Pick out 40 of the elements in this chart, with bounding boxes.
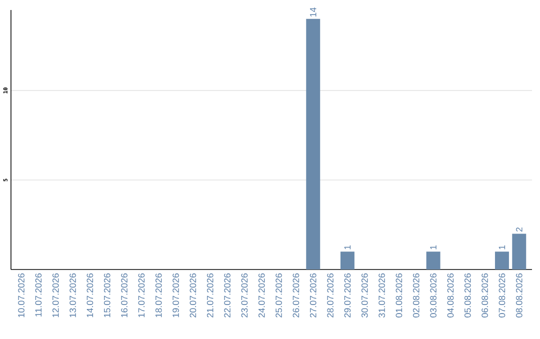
x-tick-label: 17.07.2026 xyxy=(138,273,145,317)
data-label: 14 xyxy=(310,7,316,16)
bar xyxy=(306,18,320,270)
x-tick-label: 03.08.2026 xyxy=(430,273,436,318)
x-tick-label: 14.07.2026 xyxy=(86,273,94,317)
x-tick-label: 28.07.2026 xyxy=(327,273,334,318)
x-tick-label: 29.07.2026 xyxy=(344,273,351,318)
x-tick-label: 05.08.2026 xyxy=(464,273,471,318)
bar xyxy=(512,234,526,270)
x-tick-label: 18.07.2026 xyxy=(155,273,162,317)
data-label: 2 xyxy=(516,227,522,232)
x-tick-label: 19.07.2026 xyxy=(172,273,179,317)
x-tick-label: 06.08.2026 xyxy=(482,273,488,318)
bar xyxy=(426,251,440,270)
x-tick-label: 07.08.2026 xyxy=(498,273,506,318)
x-tick-label: 21.07.2026 xyxy=(206,273,214,318)
data-label: 1 xyxy=(344,245,351,250)
x-tick-label: 31.07.2026 xyxy=(378,273,385,318)
x-tick-label: 13.07.2026 xyxy=(70,273,76,317)
bar xyxy=(494,251,509,270)
x-tick-label: 30.07.2026 xyxy=(361,273,368,318)
x-tick-label: 25.07.2026 xyxy=(276,273,282,318)
x-tick-label: 10.07.2026 xyxy=(18,273,24,317)
x-tick-label: 01.08.2026 xyxy=(396,273,402,318)
x-tick-label: 24.07.2026 xyxy=(258,273,265,318)
x-tick-label: 08.08.2026 xyxy=(516,273,522,318)
x-tick-label: 16.07.2026 xyxy=(121,273,128,317)
x-tick-label: 23.07.2026 xyxy=(241,273,248,318)
data-label: 1 xyxy=(498,245,506,250)
x-tick-label: 20.07.2026 xyxy=(190,273,196,318)
x-tick-label: 15.07.2026 xyxy=(104,273,110,317)
x-tick-label: 11.07.2026 xyxy=(35,273,42,316)
bar xyxy=(340,251,354,270)
x-tick-label: 04.08.2026 xyxy=(447,273,454,318)
data-label: 1 xyxy=(430,245,436,250)
x-tick-label: 02.08.2026 xyxy=(412,273,420,318)
x-tick-label: 22.07.2026 xyxy=(224,273,230,318)
x-tick-label: 26.07.2026 xyxy=(292,273,300,318)
x-tick-label: 12.07.2026 xyxy=(52,273,59,317)
x-tick-label: 27.07.2026 xyxy=(310,273,316,318)
